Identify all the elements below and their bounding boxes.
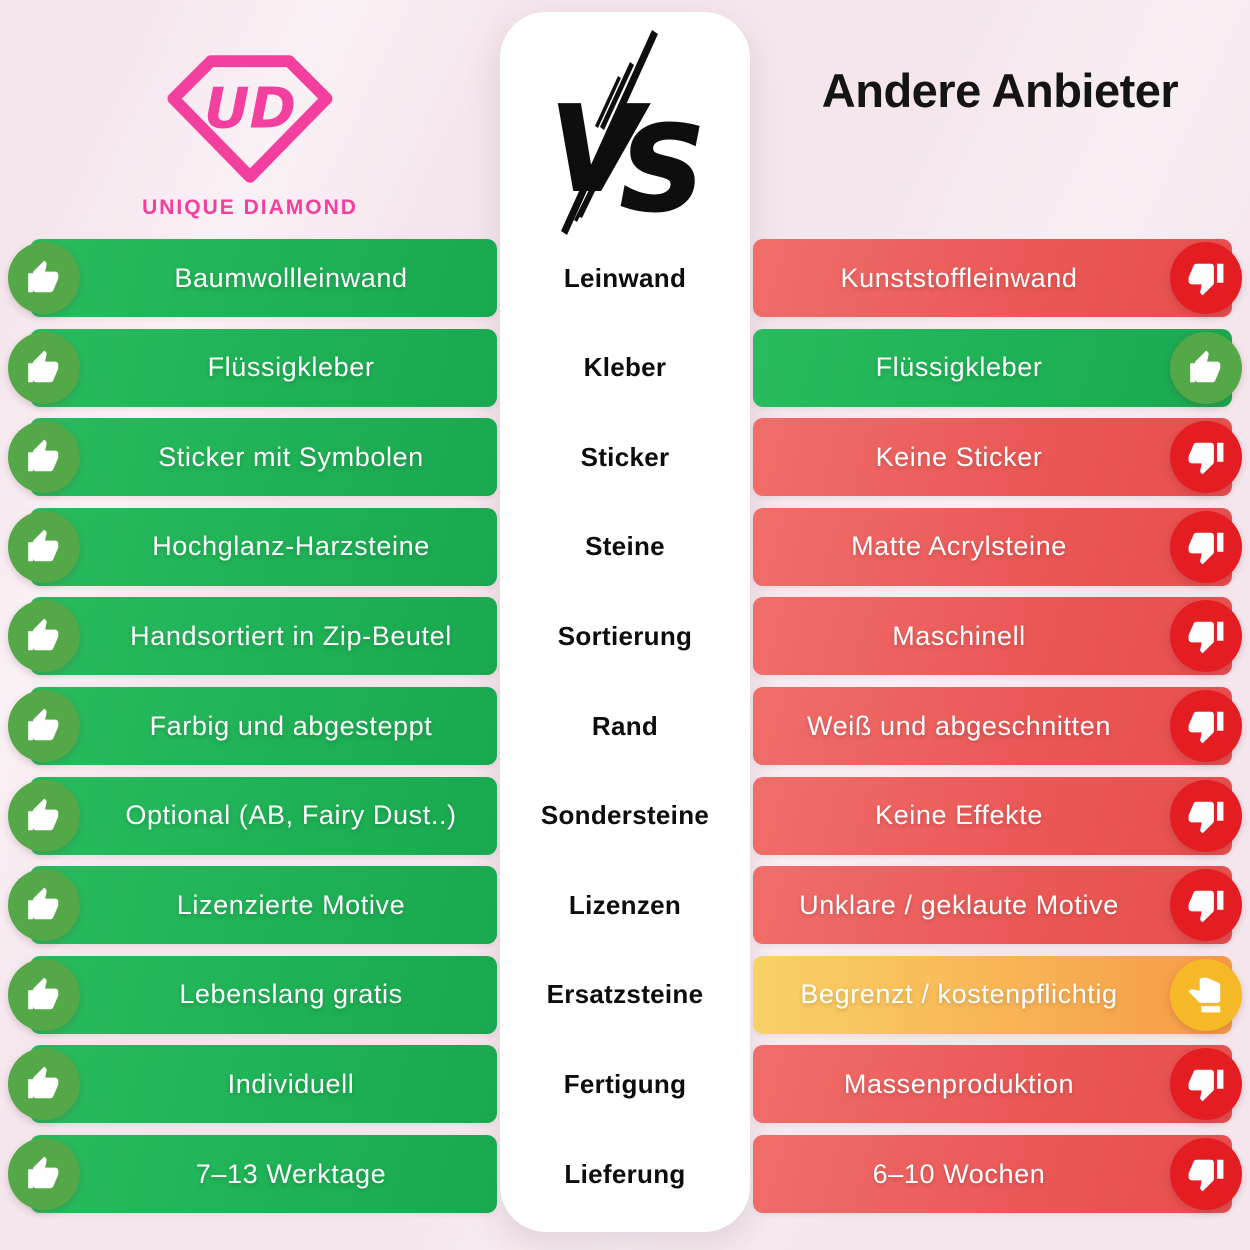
thumbs-down-icon [1170,869,1242,942]
brand-feature-text: Hochglanz-Harzsteine [152,531,430,562]
brand-feature-text: Handsortiert in Zip-Beutel [130,620,452,651]
comparison-row: Baumwollleinwand Leinwand Kunststofflein… [0,239,1250,317]
thumbs-down-icon [1170,1138,1242,1210]
brand-feature-text: 7–13 Werktage [195,1158,387,1189]
thumbs-up-icon [8,510,80,583]
category-label: Sticker [580,441,670,472]
competitor-feature-text: Weiß und abgeschnitten [807,710,1111,741]
competitor-feature-bar: Matte Acrylsteine [753,507,1232,586]
comparison-row: Farbig und abgesteppt Rand Weiß und abge… [0,687,1250,765]
brand-feature-bar: Flüssigkleber [30,328,497,407]
thumbs-down-icon [1170,421,1242,494]
competitor-feature-bar: 6–10 Wochen [753,1135,1232,1213]
comparison-row: 7–13 Werktage Lieferung 6–10 Wochen [0,1135,1250,1213]
category-label: Sondersteine [540,800,710,831]
brand-feature-bar: Hochglanz-Harzsteine [30,507,497,586]
category-label: Kleber [583,352,667,383]
competitor-feature-text: Unklare / geklaute Motive [799,889,1119,920]
brand-feature-bar: Handsortiert in Zip-Beutel [30,597,497,676]
category-label: Lieferung [564,1158,686,1189]
thumbs-down-icon [1170,779,1242,852]
thumbs-down-icon [1170,1048,1242,1121]
comparison-row: Flüssigkleber Kleber Flüssigkleber [0,328,1250,407]
brand-feature-text: Baumwollleinwand [174,262,408,293]
thumbs-up-icon [8,779,80,852]
comparison-row: Lebenslang gratis Ersatzsteine Begrenzt … [0,955,1250,1034]
brand-feature-text: Flüssigkleber [207,352,375,383]
competitor-feature-text: Matte Acrylsteine [851,531,1067,562]
thumbs-down-icon [1170,958,1242,1031]
thumbs-up-icon [1170,331,1242,404]
brand-feature-bar: Lebenslang gratis [30,955,497,1034]
category-label: Ersatzsteine [546,979,704,1010]
brand-feature-text: Farbig und abgesteppt [149,710,433,741]
thumbs-up-icon [8,331,80,404]
category-label: Sortierung [557,620,693,651]
brand-feature-text: Lebenslang gratis [179,979,403,1010]
thumbs-up-icon [8,421,80,494]
competitor-feature-bar: Flüssigkleber [753,328,1232,407]
competitor-feature-text: Begrenzt / kostenpflichtig [800,979,1118,1010]
competitor-feature-text: Keine Sticker [875,441,1043,472]
thumbs-down-icon [1170,690,1242,762]
comparison-row: Optional (AB, Fairy Dust..) Sondersteine… [0,776,1250,855]
category-label: Steine [585,531,665,562]
competitor-feature-text: Maschinell [892,620,1026,651]
brand-name: UNIQUE DIAMOND [142,196,358,219]
brand-feature-bar: Baumwollleinwand [30,239,497,317]
competitor-feature-bar: Begrenzt / kostenpflichtig [753,955,1232,1034]
competitor-feature-bar: Weiß und abgeschnitten [753,687,1232,765]
comparison-row: Lizenzierte Motive Lizenzen Unklare / ge… [0,866,1250,945]
brand-feature-text: Lizenzierte Motive [176,889,406,920]
brand-feature-text: Individuell [227,1068,355,1099]
svg-text:S: S [620,100,705,238]
competitor-feature-bar: Keine Sticker [753,418,1232,497]
thumbs-up-icon [8,242,80,314]
brand-feature-text: Optional (AB, Fairy Dust..) [125,800,457,831]
competitor-feature-bar: Maschinell [753,597,1232,676]
thumbs-up-icon [8,1048,80,1121]
diamond-logo-icon: UD [167,55,333,183]
comparison-row: Sticker mit Symbolen Sticker Keine Stick… [0,418,1250,497]
thumbs-up-icon [8,690,80,762]
thumbs-up-icon [8,869,80,942]
competitor-feature-text: 6–10 Wochen [872,1158,1046,1189]
competitor-feature-bar: Unklare / geklaute Motive [753,866,1232,945]
thumbs-up-icon [8,958,80,1031]
brand-feature-bar: Sticker mit Symbolen [30,418,497,497]
comparison-row: Handsortiert in Zip-Beutel Sortierung Ma… [0,597,1250,676]
competitor-feature-bar: Massenproduktion [753,1045,1232,1124]
brand-feature-bar: Individuell [30,1045,497,1124]
comparison-row: Hochglanz-Harzsteine Steine Matte Acryls… [0,507,1250,586]
competitor-feature-text: Keine Effekte [875,800,1043,831]
thumbs-down-icon [1170,242,1242,314]
thumbs-up-icon [8,1138,80,1210]
competitor-feature-bar: Kunststoffleinwand [753,239,1232,317]
center-column [500,12,750,1232]
competitor-feature-text: Kunststoffleinwand [840,262,1078,293]
brand-feature-text: Sticker mit Symbolen [158,441,424,472]
brand-monogram: UD [204,77,296,142]
thumbs-up-icon [8,600,80,673]
competitor-feature-bar: Keine Effekte [753,776,1232,855]
competitor-title: Andere Anbieter [821,64,1179,117]
brand-feature-bar: Lizenzierte Motive [30,866,497,945]
competitor-feature-text: Massenproduktion [843,1068,1075,1099]
brand-logo-block: UD UNIQUE DIAMOND [130,52,370,220]
brand-feature-bar: Optional (AB, Fairy Dust..) [30,776,497,855]
category-label: Leinwand [563,262,687,293]
category-label: Fertigung [563,1068,687,1099]
brand-feature-bar: 7–13 Werktage [30,1135,497,1213]
category-label: Rand [591,710,659,741]
competitor-feature-text: Flüssigkleber [875,352,1043,383]
vs-logo-icon: V S [549,30,706,238]
comparison-row: Individuell Fertigung Massenproduktion [0,1045,1250,1124]
thumbs-down-icon [1170,510,1242,583]
category-label: Lizenzen [568,889,682,920]
brand-feature-bar: Farbig und abgesteppt [30,687,497,765]
thumbs-down-icon [1170,600,1242,673]
